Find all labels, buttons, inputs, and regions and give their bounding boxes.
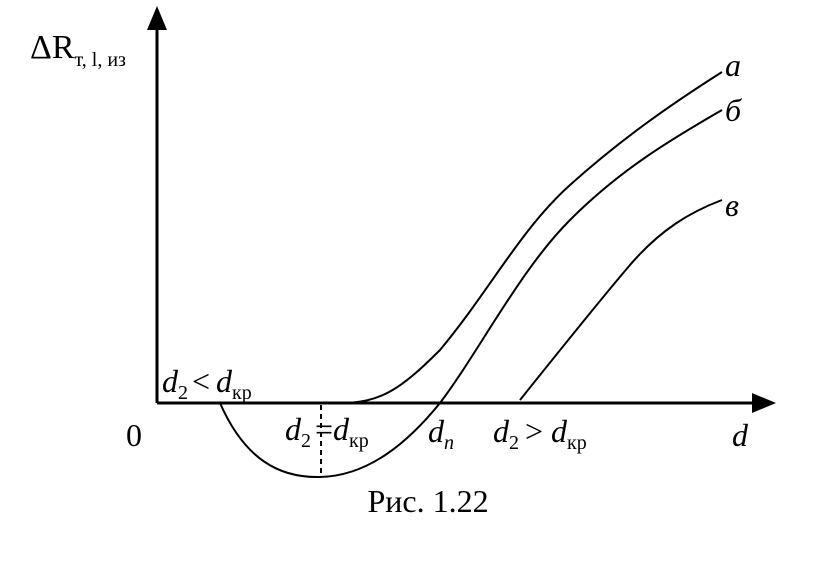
curve-b — [219, 109, 723, 479]
x-label: d — [732, 417, 749, 453]
sub: 2 — [509, 432, 519, 454]
op: = — [315, 411, 333, 447]
axes — [155, 28, 755, 405]
var: d — [285, 411, 302, 447]
sub: кр — [567, 432, 587, 454]
curve-label: б — [725, 92, 742, 128]
var: d — [333, 411, 350, 447]
annotation: dn — [428, 413, 454, 454]
axis-label: ΔRт, l, из — [30, 29, 126, 71]
op: > — [525, 413, 543, 449]
sub: кр — [232, 382, 252, 404]
var: d — [216, 363, 233, 399]
var: d — [162, 363, 179, 399]
var: d — [428, 413, 445, 449]
curve-c — [519, 199, 723, 401]
annotation: d2 < dкр — [162, 363, 252, 404]
curve-label: а — [725, 47, 741, 83]
var: d — [551, 413, 568, 449]
var: d — [493, 413, 510, 449]
op: < — [192, 363, 210, 399]
origin: 0 — [126, 417, 142, 453]
sub: 2 — [301, 430, 311, 452]
curves — [219, 71, 723, 479]
curve-label: в — [725, 187, 739, 223]
x-arrow — [752, 393, 776, 413]
sub: 2 — [178, 382, 188, 404]
curve-a — [339, 71, 723, 404]
sub: кр — [349, 430, 369, 452]
axis-subscript: т, l, из — [75, 49, 126, 71]
caption: Рис. 1.22 — [367, 483, 488, 519]
annotation: d2 > dкр — [493, 413, 587, 454]
annotation: d2 =dкр — [285, 411, 369, 452]
sub: n — [444, 432, 454, 454]
y-arrow — [147, 6, 167, 30]
axis-symbol: ΔR — [30, 29, 75, 66]
